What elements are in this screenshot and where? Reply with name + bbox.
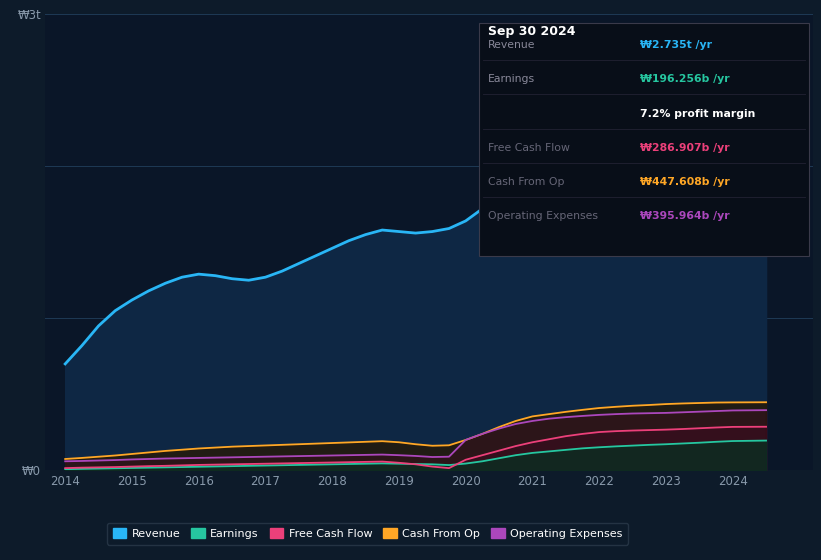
Text: Revenue: Revenue (488, 40, 535, 50)
Text: ₩2.735t /yr: ₩2.735t /yr (640, 40, 712, 50)
Text: ₩286.907b /yr: ₩286.907b /yr (640, 143, 730, 153)
Text: 7.2% profit margin: 7.2% profit margin (640, 109, 755, 119)
Text: Free Cash Flow: Free Cash Flow (488, 143, 570, 153)
Text: ₩447.608b /yr: ₩447.608b /yr (640, 177, 730, 187)
Text: ₩395.964b /yr: ₩395.964b /yr (640, 211, 730, 221)
FancyBboxPatch shape (479, 23, 809, 256)
Legend: Revenue, Earnings, Free Cash Flow, Cash From Op, Operating Expenses: Revenue, Earnings, Free Cash Flow, Cash … (107, 523, 628, 545)
Text: Earnings: Earnings (488, 74, 535, 85)
Text: ₩196.256b /yr: ₩196.256b /yr (640, 74, 730, 85)
Text: Cash From Op: Cash From Op (488, 177, 565, 187)
Text: Operating Expenses: Operating Expenses (488, 211, 598, 221)
Text: Sep 30 2024: Sep 30 2024 (488, 25, 576, 38)
